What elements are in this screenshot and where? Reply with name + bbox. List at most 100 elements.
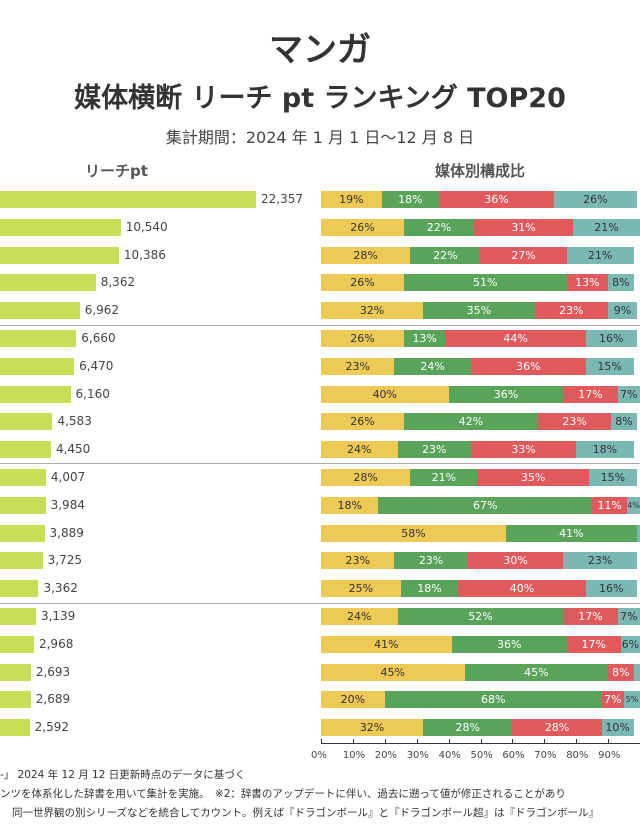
reach-bar <box>0 608 36 625</box>
composition-segment: 5% <box>624 691 640 709</box>
x-tick <box>480 739 482 744</box>
group-divider <box>0 463 640 464</box>
x-tick <box>321 739 322 744</box>
composition-segment: 52% <box>397 608 564 625</box>
composition-segment: 23% <box>321 357 395 375</box>
reach-value-label: 2,689 <box>35 692 71 707</box>
composition-segment: 44% <box>445 330 586 347</box>
composition-stack: 32% 28% 28% 10% <box>321 719 640 737</box>
reach-bar <box>0 274 96 292</box>
composition-segment: 23% <box>537 413 612 431</box>
group-divider <box>0 603 640 604</box>
composition-stack: 23% 24% 36% 15% <box>321 357 640 375</box>
ranking-row: 2,592 32% 28% 28% 10% <box>0 719 640 737</box>
composition-segment: 20% <box>321 691 385 709</box>
composition-segment: 32% <box>321 719 424 737</box>
reach-value-label: 6,470 <box>79 358 114 373</box>
group-divider <box>0 325 640 326</box>
ranking-row: 6,470 23% 24% 36% 15% <box>0 357 640 375</box>
composition-segment: 18% <box>400 580 459 598</box>
ranking-row: 3,889 58% 41% <box>0 524 640 542</box>
composition-stack: 45% 45% 8% <box>321 663 640 681</box>
composition-segment: 26% <box>321 274 404 292</box>
reach-bar <box>0 385 71 403</box>
x-tick-label: 0% <box>311 750 327 761</box>
composition-segment: 35% <box>423 302 535 320</box>
composition-segment: 26% <box>321 330 404 347</box>
composition-segment: 8% <box>608 274 634 292</box>
composition-segment: 8% <box>608 663 634 681</box>
reach-value-label: 3,889 <box>49 525 84 540</box>
composition-segment: 23% <box>534 302 609 320</box>
reach-bar <box>0 441 51 459</box>
composition-segment: 36% <box>470 357 586 375</box>
composition-segment: 18% <box>381 191 440 208</box>
x-tick-label: 40% <box>438 750 461 761</box>
reach-value-label: 3,139 <box>40 609 76 623</box>
composition-stack: 26% 42% 23% 8% <box>321 413 640 431</box>
reach-value-label: 4,007 <box>50 470 86 484</box>
composition-segment: 18% <box>321 496 379 514</box>
composition-segment: 32% <box>321 302 424 320</box>
x-tick <box>608 739 610 744</box>
x-tick-label: 70% <box>534 750 557 761</box>
composition-segment: 4% <box>627 496 640 514</box>
composition-segment: 13% <box>403 330 446 347</box>
reach-value-label: 3,725 <box>47 553 82 568</box>
composition-segment <box>633 663 640 681</box>
composition-segment: 7% <box>617 385 640 403</box>
composition-segment: 30% <box>467 552 564 570</box>
reach-value-label: 22,357 <box>261 192 303 206</box>
composition-stack: 26% 22% 31% 21% <box>321 218 640 236</box>
composition-stack: 20% 68% 7% 5% <box>321 691 640 709</box>
composition-segment: 24% <box>321 608 398 625</box>
ranking-row: 6,962 32% 35% 23% 9% <box>0 302 640 320</box>
reach-value-label: 10,386 <box>123 247 166 262</box>
composition-segment: 22% <box>403 218 475 236</box>
reach-bar <box>0 357 75 375</box>
reach-bar <box>0 302 80 320</box>
composition-segment: 8% <box>611 413 637 431</box>
composition-segment: 10% <box>601 719 634 737</box>
x-tick <box>544 739 546 744</box>
reach-value-label: 3,362 <box>43 581 78 596</box>
x-tick-label: 10% <box>342 750 366 761</box>
composition-segment: 24% <box>321 441 398 459</box>
composition-stack: 18% 67% 11% 4% <box>321 496 640 514</box>
x-tick <box>576 739 578 744</box>
composition-segment: 7% <box>617 608 640 625</box>
ranking-row: 6,660 26% 13% 44% 16% <box>0 330 640 347</box>
composition-segment: 6% <box>620 635 640 653</box>
chart-subtitle-title: 媒体横断 リーチ pt ランキング TOP20 <box>74 83 566 114</box>
composition-stack: 28% 21% 35% 15% <box>321 469 640 486</box>
reach-value-label: 2,968 <box>38 636 74 651</box>
x-tick <box>512 739 514 744</box>
ranking-row: 8,362 26% 51% 13% 8% <box>0 274 640 292</box>
composition-segment: 42% <box>403 413 538 431</box>
ranking-row: 3,362 25% 18% 40% 16% <box>0 580 640 598</box>
composition-segment: 68% <box>384 691 602 709</box>
composition-segment: 24% <box>394 357 471 375</box>
footnote-1: -」 2024 年 12 月 12 日更新時点のデータに基づく <box>0 769 246 781</box>
composition-stack: 58% 41% <box>321 524 640 542</box>
composition-segment: 23% <box>563 552 637 570</box>
reach-bar <box>0 691 31 709</box>
composition-segment: 23% <box>394 552 468 570</box>
composition-segment: 21% <box>566 246 634 264</box>
composition-segment: 16% <box>585 580 637 598</box>
reach-bar <box>0 246 119 264</box>
composition-segment: 16% <box>585 330 637 347</box>
footnote-2: ンツを体系化した辞書を用いて集計を実施。 ※2：辞書のアップデートに伴い、過去に… <box>0 788 566 800</box>
reach-header: リーチpt <box>85 162 148 180</box>
reach-value-label: 4,450 <box>55 442 91 457</box>
ranking-row: 4,007 28% 21% 35% 15% <box>0 469 640 486</box>
x-tick <box>416 739 418 744</box>
composition-segment: 9% <box>608 302 637 320</box>
composition-segment: 11% <box>592 496 628 514</box>
composition-segment: 25% <box>321 580 401 598</box>
composition-segment: 35% <box>477 469 589 486</box>
reach-bar <box>0 524 45 542</box>
composition-segment: 41% <box>506 524 637 542</box>
composition-segment: 7% <box>601 691 625 709</box>
composition-segment: 21% <box>410 469 478 486</box>
